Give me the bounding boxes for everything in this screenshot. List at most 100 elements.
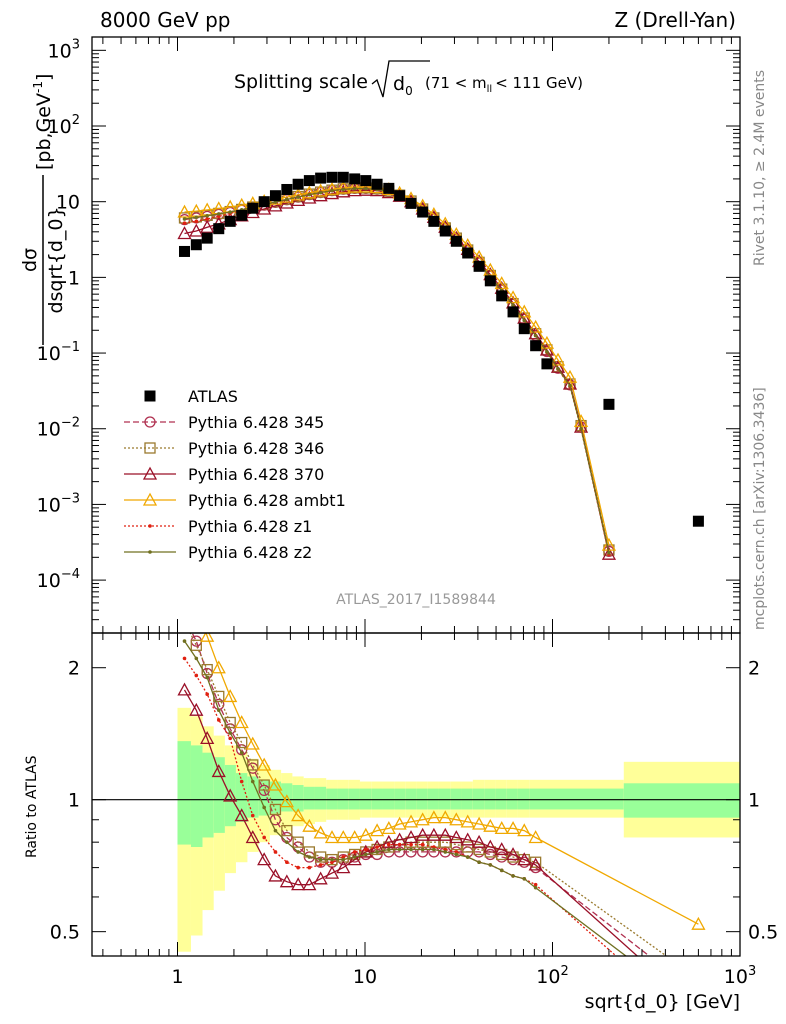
ratio-point [262, 835, 266, 840]
ratio-y-tick-label-right: 2 [748, 658, 760, 680]
ratio-point [494, 842, 509, 856]
ratio-point [522, 877, 527, 881]
ratio-point [296, 865, 300, 870]
x-tick-label-sup: 2 [560, 964, 568, 979]
ratio-point [438, 810, 453, 824]
main-plot-area [177, 171, 704, 560]
ratio-series-6 [182, 639, 628, 956]
y-tick-label-sup: −3 [61, 491, 80, 506]
data-point [303, 175, 315, 187]
legend-marker [148, 524, 152, 528]
data-point [177, 204, 192, 218]
ratio-point [387, 842, 391, 847]
uncertainty-band-stat [405, 788, 417, 810]
data-point [579, 426, 583, 431]
uncertainty-band-stat [529, 788, 541, 810]
ratio-point [471, 834, 487, 848]
y-tick-label: 1 [68, 267, 80, 289]
data-point [341, 187, 346, 192]
y-tick-label: 10−2 [37, 416, 80, 441]
ratio-point [189, 702, 204, 716]
ratio-point [443, 847, 448, 852]
data-point [302, 185, 317, 199]
ratio-point [205, 692, 209, 697]
data-point [450, 235, 462, 247]
ratio-point [352, 850, 357, 854]
title-cut-sub: ll [487, 84, 493, 95]
ratio-point [358, 827, 373, 841]
uncertainty-band-stat [450, 788, 462, 810]
data-point [307, 192, 312, 197]
ratio-point [528, 857, 543, 871]
ratio-point [245, 830, 260, 844]
uncertainty-band-stat [177, 741, 191, 845]
ratio-point [257, 757, 272, 771]
data-point [336, 180, 351, 194]
legend-label: Pythia 6.428 z1 [188, 517, 312, 536]
ratio-point [292, 836, 304, 848]
ratio-point [392, 816, 407, 830]
ratio-frame [91, 632, 741, 957]
ratio-point [245, 736, 260, 750]
data-point [179, 245, 191, 257]
uncertainty-band-stat [461, 788, 473, 810]
ratio-point [211, 660, 226, 674]
ratio-point [228, 736, 232, 741]
ratio-point [180, 613, 190, 623]
y-tick-label: 10 [56, 192, 80, 214]
ratio-point [307, 855, 312, 859]
data-point [517, 310, 532, 324]
y-axis-unit: [pb,GeV-1] [31, 74, 55, 170]
uncertainty-band-stat [472, 788, 485, 810]
data-point [224, 215, 236, 227]
uncertainty-band-stat [303, 786, 315, 810]
data-point [296, 195, 300, 199]
ratio-point [205, 675, 209, 680]
ratio-point [302, 877, 317, 891]
uncertainty-band-stat [292, 785, 304, 812]
ratio-point [302, 818, 317, 832]
ratio-point [211, 764, 226, 778]
ratio-point [279, 874, 294, 888]
data-point [405, 197, 417, 209]
data-point [556, 366, 560, 371]
x-tick-label: 1 [171, 966, 183, 988]
ratio-y-tick-label-right: 0.5 [748, 922, 778, 944]
data-point [201, 232, 213, 244]
y-tick-label-sup: 3 [72, 37, 80, 52]
data-point [484, 275, 496, 287]
ratio-point [228, 731, 232, 735]
ratio-point [415, 812, 430, 826]
ratio-point [387, 847, 391, 852]
ratio-point [409, 847, 413, 852]
legend-label: Pythia 6.428 ambt1 [188, 491, 346, 510]
data-point [352, 186, 357, 191]
data-point [326, 171, 338, 183]
header-right: Z (Drell-Yan) [614, 8, 736, 32]
uncertainty-band-stat [202, 752, 214, 838]
data-point [279, 189, 294, 203]
ratio-point [528, 830, 543, 844]
data-point [336, 184, 351, 198]
data-point [473, 260, 485, 272]
ratio-y-tick-label: 0.5 [50, 922, 80, 944]
ratio-point [460, 814, 475, 828]
uncertainty-band-stat [540, 788, 624, 810]
legend-marker [144, 390, 156, 402]
uncertainty-band-stat [382, 788, 395, 810]
data-point [517, 304, 532, 318]
data-point [182, 217, 187, 221]
x-tick-label: 102 [536, 964, 568, 988]
data-point [292, 178, 304, 190]
ratio-point [517, 823, 532, 837]
data-point [462, 247, 474, 259]
ratio-y-tick-label-right: 1 [748, 790, 760, 812]
ratio-point [234, 715, 249, 729]
ratio-point [324, 865, 340, 879]
data-point [601, 546, 617, 560]
ratio-point [471, 816, 487, 830]
ratio-point [533, 882, 538, 887]
ratio-point [234, 808, 249, 822]
data-point [539, 342, 555, 356]
data-point [494, 276, 509, 290]
